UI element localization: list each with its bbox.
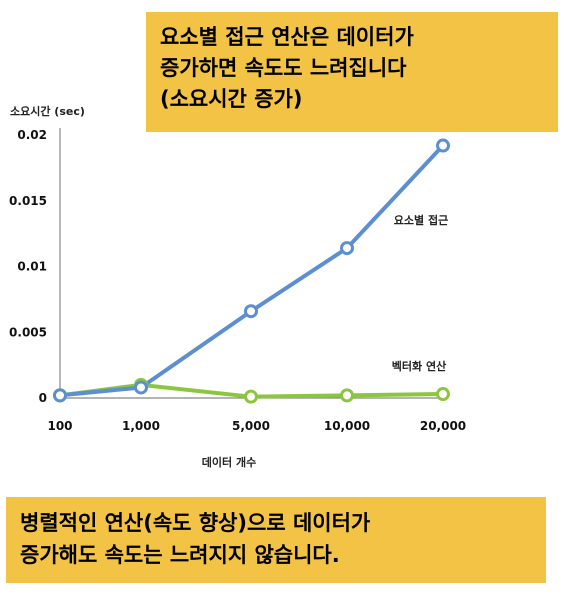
y-tick-label: 0.005 (9, 325, 47, 339)
bottom-callout: 병렬적인 연산(속도 향상)으로 데이터가 증가해도 속도는 느려지지 않습니다… (6, 497, 546, 583)
data-point (244, 304, 258, 319)
x-tick-labels: 100 1,000 5,000 10,000 20,000 (47, 419, 466, 433)
bottom-callout-line: 병렬적인 연산(속도 향상)으로 데이터가 (20, 511, 371, 535)
top-callout-line: 증가하면 속도도 느려집니다 (160, 56, 407, 80)
top-callout-line: 요소별 접근 연산은 데이터가 (160, 25, 414, 49)
x-axis-title: 데이터 개수 (202, 455, 256, 469)
series-line-0 (58, 143, 445, 398)
data-point (134, 380, 148, 395)
y-axis-title: 소요시간 (sec) (10, 104, 85, 118)
x-tick-label: 5,000 (232, 419, 270, 433)
top-callout: 요소별 접근 연산은 데이터가 증가하면 속도도 느려집니다 (소요시간 증가) (146, 12, 558, 132)
series-label-element-access: 요소별 접근 (394, 214, 448, 227)
data-point (436, 138, 450, 153)
series-lines (58, 143, 445, 399)
data-point (436, 387, 450, 402)
data-point (340, 241, 354, 256)
bottom-callout-line: 증가해도 속도는 느려지지 않습니다. (20, 543, 340, 567)
series-points (53, 138, 450, 404)
series-label-vectorized: 벡터화 연산 (392, 359, 446, 373)
y-tick-labels: 0 0.005 0.01 0.015 0.02 (9, 128, 47, 405)
y-tick-label: 0.02 (17, 128, 47, 142)
y-tick-label: 0.01 (17, 260, 47, 274)
data-point (340, 388, 354, 403)
chart-axes (59, 128, 448, 399)
data-point (53, 388, 67, 403)
x-tick-label: 1,000 (122, 419, 160, 433)
top-callout-line: (소요시간 증가) (160, 87, 303, 111)
x-tick-label: 100 (47, 419, 72, 433)
x-tick-label: 10,000 (324, 419, 370, 433)
data-point (244, 389, 258, 404)
x-tick-label: 20,000 (420, 419, 466, 433)
y-tick-label: 0 (39, 391, 47, 405)
y-tick-label: 0.015 (9, 194, 47, 208)
